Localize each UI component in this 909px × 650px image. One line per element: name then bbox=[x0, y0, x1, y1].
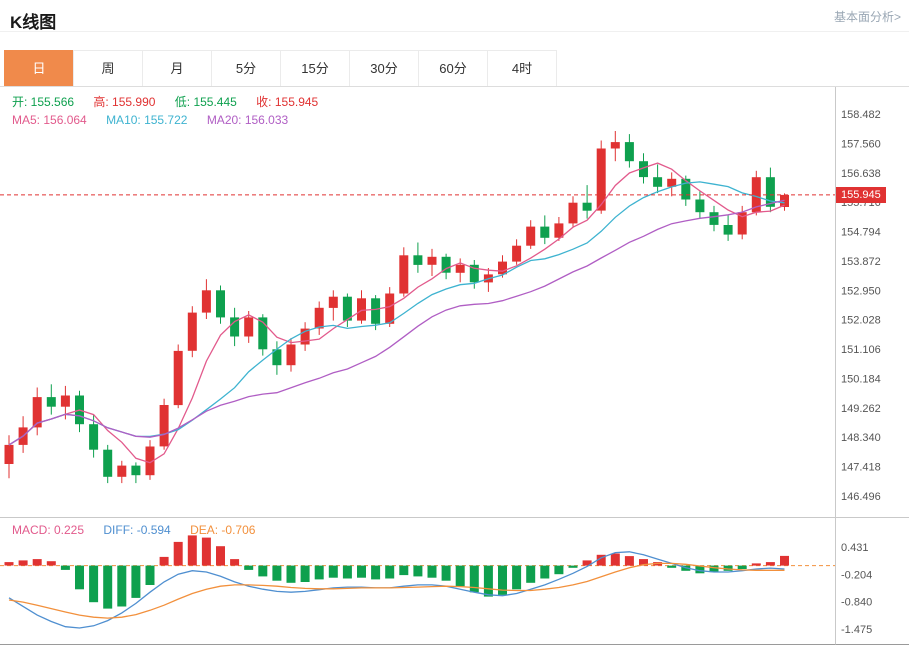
fundamental-analysis-link[interactable]: 基本面分析> bbox=[833, 10, 901, 24]
open-value: 开: 155.566 bbox=[12, 95, 75, 109]
ma5-value: MA5: 156.064 bbox=[12, 113, 87, 127]
macd-value: MACD: 0.225 bbox=[12, 523, 85, 537]
svg-text:156.638: 156.638 bbox=[841, 168, 881, 180]
svg-text:-0.204: -0.204 bbox=[841, 569, 872, 581]
svg-text:157.560: 157.560 bbox=[841, 138, 881, 150]
svg-text:154.794: 154.794 bbox=[841, 227, 881, 239]
tab-30min[interactable]: 30分 bbox=[349, 50, 419, 86]
chart-area[interactable]: 158.482 157.560 156.638 155.716 154.794 153.8… bbox=[0, 87, 909, 649]
tab-4hour[interactable]: 4时 bbox=[487, 50, 557, 86]
ma20-value: MA20: 156.033 bbox=[206, 113, 289, 127]
ma10-value: MA10: 155.722 bbox=[106, 113, 188, 127]
tab-day[interactable]: 日 bbox=[4, 50, 74, 86]
close-value: 收: 155.945 bbox=[256, 95, 319, 109]
tab-5min[interactable]: 5分 bbox=[211, 50, 281, 86]
diff-value: DIFF: -0.594 bbox=[103, 523, 171, 537]
macd-legend: MACD: 0.225 DIFF: -0.594 DEA: -0.706 bbox=[12, 523, 271, 537]
last-price-badge: 155.945 bbox=[836, 187, 886, 203]
svg-text:149.262: 149.262 bbox=[841, 403, 881, 415]
tab-60min[interactable]: 60分 bbox=[418, 50, 488, 86]
high-value: 高: 155.990 bbox=[93, 95, 156, 109]
svg-text:-1.475: -1.475 bbox=[841, 624, 872, 636]
tab-week[interactable]: 周 bbox=[73, 50, 143, 86]
ma-legend: MA5: 156.064 MA10: 155.722 MA20: 156.033 bbox=[12, 113, 304, 127]
tab-15min[interactable]: 15分 bbox=[280, 50, 350, 86]
svg-text:0.431: 0.431 bbox=[841, 542, 869, 554]
svg-text:-0.840: -0.840 bbox=[841, 597, 872, 609]
header: K线图 基本面分析> bbox=[0, 0, 909, 32]
ohlc-legend: 开: 155.566 高: 155.990 低: 155.445 收: 155.… bbox=[12, 93, 334, 110]
svg-text:148.340: 148.340 bbox=[841, 432, 881, 444]
svg-text:152.950: 152.950 bbox=[841, 285, 881, 297]
dea-value: DEA: -0.706 bbox=[190, 523, 256, 537]
svg-text:152.028: 152.028 bbox=[841, 315, 881, 327]
kline-macd-canvas[interactable]: 158.482157.560156.638155.716154.794153.8… bbox=[0, 87, 909, 649]
low-value: 低: 155.445 bbox=[174, 95, 237, 109]
svg-text:153.872: 153.872 bbox=[841, 256, 881, 268]
svg-text:151.106: 151.106 bbox=[841, 344, 881, 356]
svg-text:150.184: 150.184 bbox=[841, 374, 881, 386]
svg-text:147.418: 147.418 bbox=[841, 462, 881, 474]
svg-text:146.496: 146.496 bbox=[841, 491, 881, 503]
timeframe-tabs: 日 周 月 5分 15分 30分 60分 4时 bbox=[0, 50, 909, 87]
page-title: K线图 bbox=[10, 13, 57, 32]
tab-month[interactable]: 月 bbox=[142, 50, 212, 86]
svg-text:158.482: 158.482 bbox=[841, 109, 881, 121]
